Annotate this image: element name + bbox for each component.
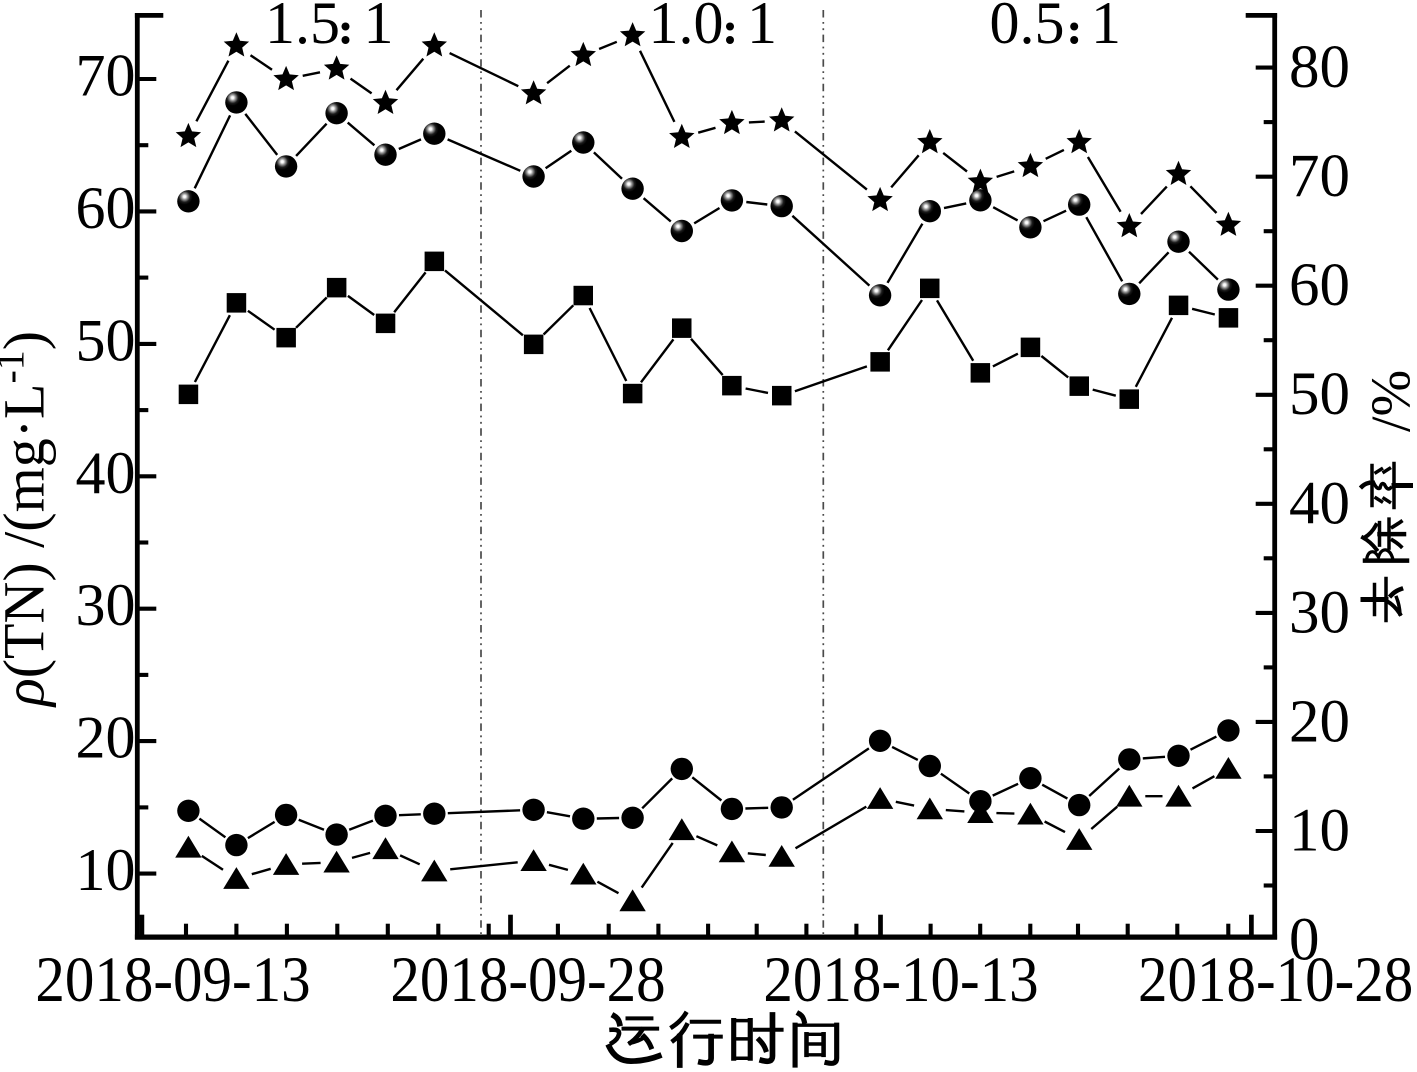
svg-text:2018-09-13: 2018-09-13 <box>35 945 310 1016</box>
svg-text:1: 1 <box>747 0 777 56</box>
svg-text:1: 1 <box>1091 0 1121 56</box>
svg-text:10: 10 <box>1289 798 1350 865</box>
svg-text:2018-10-28: 2018-10-28 <box>1138 945 1413 1016</box>
svg-text:1: 1 <box>364 0 394 56</box>
svg-text:20: 20 <box>76 705 136 771</box>
svg-text:30: 30 <box>1289 579 1350 646</box>
svg-text:1.5: 1.5 <box>265 0 340 56</box>
svg-text:2018-10-13: 2018-10-13 <box>763 945 1038 1016</box>
svg-text:/%: /% <box>1361 370 1417 432</box>
svg-text:1.0: 1.0 <box>649 0 724 56</box>
svg-text:50: 50 <box>1289 361 1350 428</box>
svg-text:40: 40 <box>1289 470 1350 537</box>
svg-text:70: 70 <box>76 43 136 109</box>
svg-text:50: 50 <box>76 307 136 373</box>
svg-text:70: 70 <box>1289 143 1350 210</box>
svg-text:40: 40 <box>76 440 136 506</box>
svg-text:0.5: 0.5 <box>990 0 1065 56</box>
svg-text:ρ(TN) /(mg·L-1): ρ(TN) /(mg·L-1) <box>0 331 57 708</box>
svg-text:60: 60 <box>1289 252 1350 319</box>
svg-text:80: 80 <box>1289 34 1350 101</box>
svg-text:10: 10 <box>76 837 136 903</box>
svg-text:0: 0 <box>1289 907 1320 974</box>
svg-text:60: 60 <box>76 175 136 241</box>
svg-text:20: 20 <box>1289 688 1350 755</box>
svg-text:2018-09-28: 2018-09-28 <box>390 945 665 1016</box>
svg-text:30: 30 <box>76 572 136 638</box>
